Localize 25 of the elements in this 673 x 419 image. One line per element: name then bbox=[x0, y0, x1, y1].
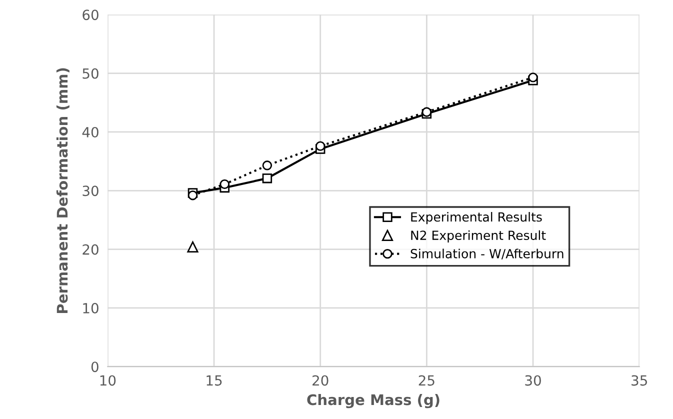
x-tick-label: 30 bbox=[525, 375, 541, 386]
point bbox=[220, 179, 230, 190]
point bbox=[528, 72, 538, 82]
y-tick-label: 60 bbox=[82, 10, 98, 20]
point bbox=[262, 173, 272, 184]
x-tick-label: 20 bbox=[312, 375, 328, 386]
x-tick-label: 25 bbox=[418, 375, 434, 386]
legend-label: Experimental Results bbox=[411, 212, 542, 224]
x-tick-label: 35 bbox=[632, 375, 647, 386]
y-tick-label: 0 bbox=[91, 362, 98, 372]
point bbox=[188, 190, 198, 200]
y-tick-label: 50 bbox=[82, 68, 98, 79]
y-axis-title: Permanent Deformation (mm) bbox=[56, 68, 70, 313]
x-axis-title: Charge Mass (g) bbox=[307, 394, 440, 408]
legend-label: N2 Experiment Result bbox=[411, 230, 546, 242]
point bbox=[315, 141, 326, 151]
y-tick-label: 20 bbox=[82, 244, 98, 255]
legend-label: Simulation - W/Afterburn bbox=[410, 248, 564, 260]
x-tick-label: 15 bbox=[206, 375, 222, 386]
x-tick-label: 10 bbox=[100, 375, 116, 386]
y-tick-label: 10 bbox=[83, 302, 98, 314]
point bbox=[187, 241, 198, 253]
y-tick-label: 30 bbox=[82, 186, 98, 196]
y-tick-label: 40 bbox=[82, 126, 98, 138]
point bbox=[262, 160, 272, 170]
